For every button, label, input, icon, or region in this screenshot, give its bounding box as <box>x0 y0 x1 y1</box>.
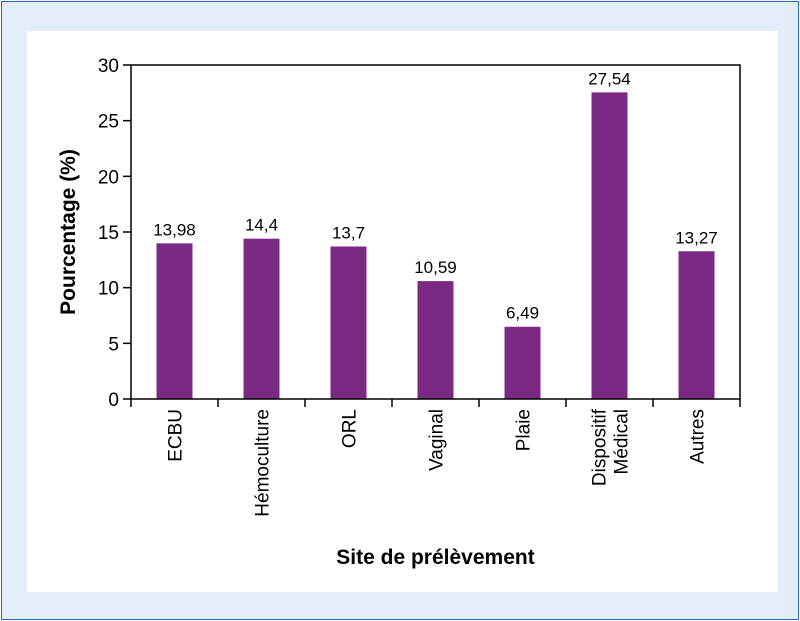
x-category-label: Dispositif <box>590 408 611 486</box>
data-label: 14,4 <box>245 216 278 235</box>
x-category-label: ORL <box>340 409 361 448</box>
data-label: 6,49 <box>506 304 539 323</box>
y-tick-label: 5 <box>108 334 119 355</box>
data-label: 10,59 <box>414 258 457 277</box>
y-tick-label: 15 <box>98 223 119 244</box>
bar <box>156 243 193 399</box>
y-axis-ticks: 0 5 10 15 20 25 30 <box>98 56 131 411</box>
y-tick-label: 30 <box>98 56 119 77</box>
x-category-label: Autres <box>688 409 709 464</box>
x-category-label: Vaginal <box>427 409 448 471</box>
x-category-label: Médical <box>612 409 633 474</box>
x-category-label: Plaie <box>514 409 535 451</box>
x-category-label: Hémoculture <box>253 409 274 517</box>
chart-panel <box>27 31 778 592</box>
data-label: 27,54 <box>588 69 631 88</box>
data-labels-group: 13,98 14,4 13,7 10,59 6,49 27,54 13,27 <box>153 69 718 322</box>
y-tick-label: 10 <box>98 279 119 300</box>
x-axis-ticks: ECBU Hémoculture ORL Vaginal Plaie Dispositif… <box>130 399 741 517</box>
data-label: 13,98 <box>153 220 196 239</box>
bar <box>504 326 541 399</box>
y-axis-title: Pourcentage (%) <box>57 149 80 315</box>
y-tick-label: 20 <box>98 167 119 188</box>
data-label: 13,7 <box>332 223 365 242</box>
y-tick-label: 0 <box>108 390 119 411</box>
data-label: 13,27 <box>675 228 718 247</box>
bar <box>591 92 628 399</box>
bar <box>417 281 454 399</box>
plot-area-border <box>130 64 741 400</box>
x-axis-title: Site de prélèvement <box>336 546 534 569</box>
bar <box>330 246 367 399</box>
x-category-label: ECBU <box>166 409 187 462</box>
bar <box>243 238 280 399</box>
bar <box>678 251 715 399</box>
bars-group <box>156 92 715 399</box>
y-tick-label: 25 <box>98 112 119 133</box>
